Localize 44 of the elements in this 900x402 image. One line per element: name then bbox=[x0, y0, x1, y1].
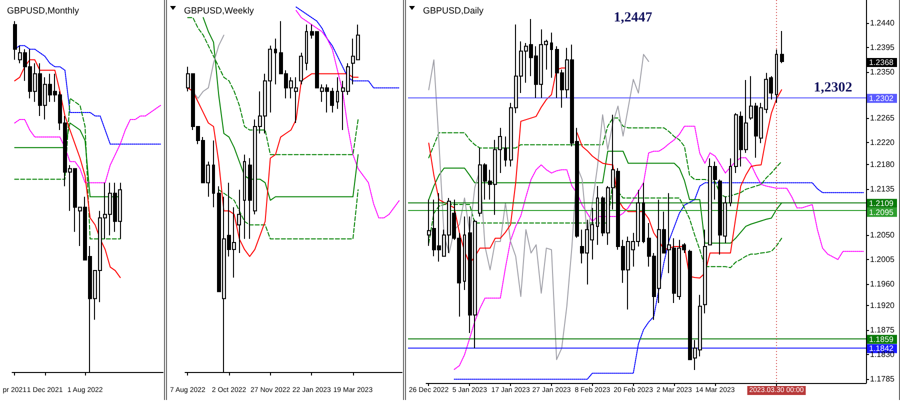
candlestick bbox=[212, 140, 215, 208]
line-series bbox=[454, 126, 864, 370]
y-tick-label: 1.1920 bbox=[870, 301, 896, 310]
chart-title: GBPUSD,Weekly bbox=[184, 6, 254, 16]
y-tick-label: 1.2395 bbox=[870, 42, 896, 52]
y-tick-label: 1.1875 bbox=[870, 326, 896, 335]
line-series bbox=[454, 182, 864, 380]
line-series bbox=[428, 54, 650, 360]
ref-line-label: 1.2109 bbox=[869, 198, 894, 208]
candlestick bbox=[243, 154, 246, 240]
y-tick-label: 1.2005 bbox=[870, 255, 896, 264]
text: GBPUSD,Daily bbox=[423, 6, 484, 16]
candlestick bbox=[305, 24, 308, 71]
y-tick-label: 1.2135 bbox=[870, 184, 896, 194]
annotation: 1,2302 bbox=[814, 80, 852, 96]
candlestick bbox=[13, 20, 17, 60]
candlestick bbox=[274, 38, 277, 85]
candlestick bbox=[504, 136, 507, 167]
text: 1.2368 bbox=[869, 58, 894, 67]
ref-line-label: 1.1859 bbox=[869, 334, 894, 344]
y-tick-label: 1.1785 bbox=[870, 374, 896, 384]
candlestick bbox=[703, 229, 707, 314]
candlestick bbox=[336, 76, 339, 110]
y-tick-label: 1.2220 bbox=[870, 138, 896, 148]
y-tick-label: 1.2180 bbox=[870, 160, 896, 169]
candlestick bbox=[550, 32, 553, 78]
chart-title: GBPUSD,Monthly bbox=[7, 6, 80, 16]
candlestick bbox=[237, 189, 241, 254]
candlestick bbox=[775, 49, 778, 104]
y-tick-label: 1.1960 bbox=[870, 279, 896, 288]
candlestick bbox=[642, 182, 645, 244]
line-series bbox=[428, 118, 782, 198]
ref-line-label: 1.2095 bbox=[869, 208, 894, 217]
candlestick bbox=[780, 30, 784, 64]
candlestick bbox=[596, 186, 599, 246]
y-tick-label: 1.2265 bbox=[870, 114, 896, 123]
y-tick-label: 1.2350 bbox=[870, 67, 896, 76]
y-tick-label: 1.2050 bbox=[870, 230, 896, 240]
y-tick-label: 1.2440 bbox=[870, 18, 896, 28]
candlestick bbox=[729, 158, 732, 207]
ref-line-label: 1.2302 bbox=[869, 94, 894, 103]
candlestick bbox=[463, 216, 466, 290]
candlestick bbox=[299, 52, 303, 85]
annotation: 1,2447 bbox=[614, 10, 652, 26]
